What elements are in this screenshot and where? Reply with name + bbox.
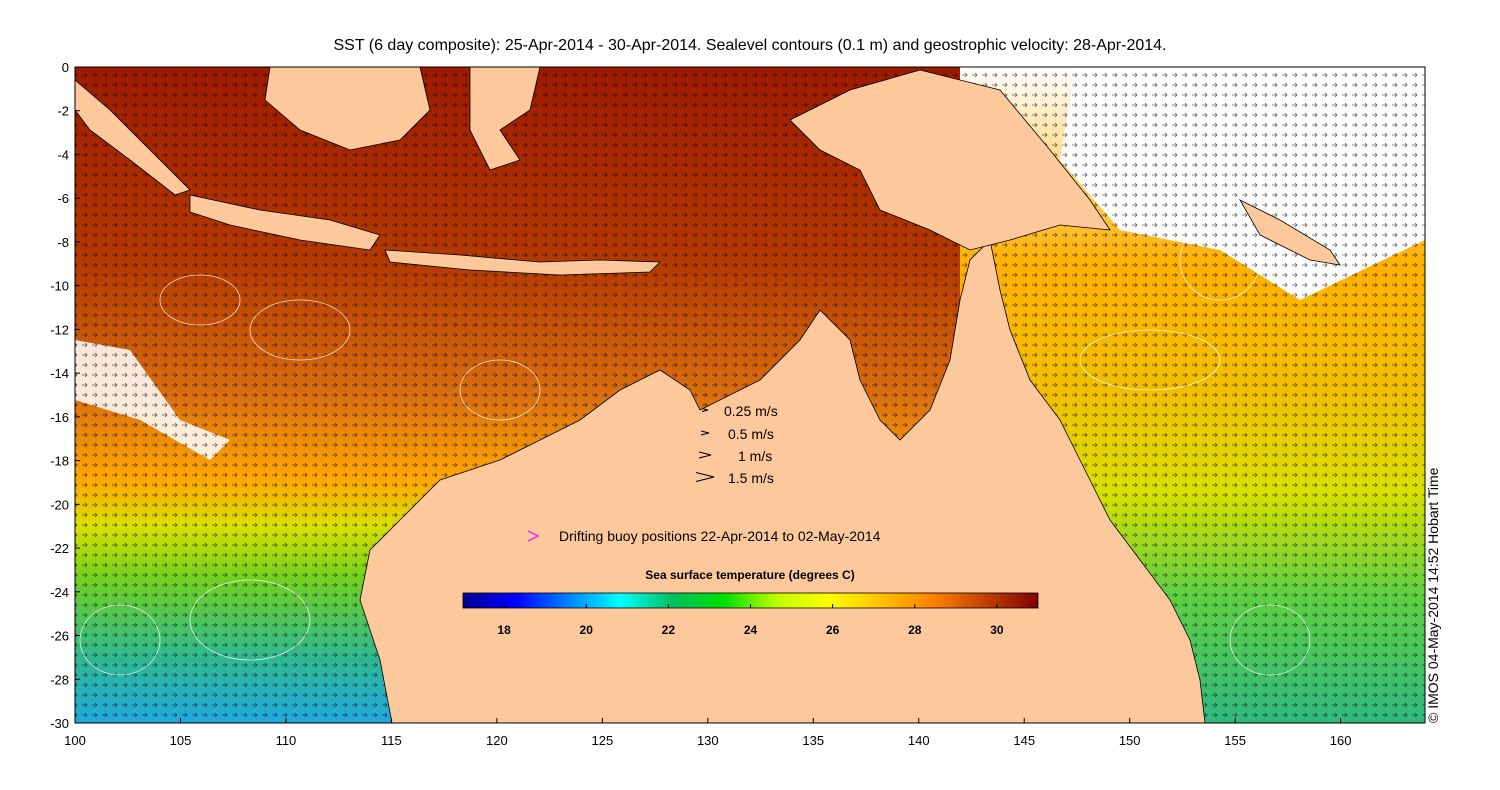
land-java bbox=[189, 194, 381, 251]
x-tick-label: 145 bbox=[1013, 733, 1035, 748]
x-tick-label: 115 bbox=[381, 733, 402, 748]
sealevel-contours bbox=[79, 219, 1311, 676]
colorbar-tick-label: 20 bbox=[580, 623, 594, 637]
land-borneo bbox=[264, 67, 431, 151]
y-tick-label: -16 bbox=[50, 410, 69, 425]
buoy-legend: Drifting buoy positions 22-Apr-2014 to 0… bbox=[527, 528, 881, 544]
y-tick-label: 0 bbox=[62, 60, 69, 75]
y-tick-label: -8 bbox=[57, 235, 69, 250]
y-tick-label: -12 bbox=[50, 322, 69, 337]
x-tick-label: 100 bbox=[64, 733, 86, 748]
y-tick-label: -22 bbox=[50, 541, 69, 556]
velocity-arrow-icon bbox=[700, 430, 710, 436]
velocity-arrow-icon bbox=[701, 408, 709, 412]
velocity-legend-label: 1.5 m/s bbox=[728, 470, 774, 486]
velocity-arrow-icon bbox=[698, 451, 712, 459]
buoy-marker-icon bbox=[527, 530, 540, 542]
y-tick-label: -14 bbox=[50, 366, 69, 381]
imos-timestamp: © IMOS 04-May-2014 14:52 Hobart Time bbox=[1425, 467, 1441, 723]
land-lesser-sunda bbox=[384, 249, 661, 276]
y-tick-label: -6 bbox=[57, 191, 69, 206]
colorbar-ticks: 18 20 22 24 26 28 30 bbox=[497, 604, 1004, 637]
colorbar-tick-label: 22 bbox=[662, 623, 676, 637]
land-new-guinea bbox=[789, 69, 1111, 251]
velocity-legend-label: 0.5 m/s bbox=[728, 426, 774, 442]
y-tick-label: -10 bbox=[50, 279, 69, 294]
x-tick-label: 150 bbox=[1119, 733, 1141, 748]
colorbar-tick-label: 26 bbox=[826, 623, 840, 637]
colorbar-tick-label: 30 bbox=[990, 623, 1004, 637]
buoy-legend-label: Drifting buoy positions 22-Apr-2014 to 0… bbox=[559, 528, 881, 544]
colorbar-title: Sea surface temperature (degrees C) bbox=[645, 568, 854, 582]
x-tick-label: 105 bbox=[170, 733, 192, 748]
y-axis: 0 -2 -4 -6 -8 -10 -12 -14 -16 -18 -20 -22 -24 -26 -28 -… bbox=[50, 60, 80, 731]
plot-frame bbox=[74, 66, 1426, 724]
sst-colorbar: Sea surface temperature (degrees C) 18 20… bbox=[462, 568, 1039, 637]
land-solomon-islands bbox=[1238, 199, 1341, 266]
y-tick-label: -2 bbox=[57, 104, 69, 119]
x-tick-label: 155 bbox=[1224, 733, 1246, 748]
y-tick-label: -20 bbox=[50, 497, 69, 512]
y-tick-label: -30 bbox=[50, 716, 69, 731]
colorbar-tick-label: 24 bbox=[744, 623, 758, 637]
land-sumatra bbox=[75, 79, 191, 196]
x-tick-label: 140 bbox=[908, 733, 930, 748]
x-axis: 100 105 110 115 120 125 130 135 140 145 150 155 160 bbox=[64, 718, 1351, 748]
y-tick-label: -4 bbox=[57, 147, 69, 162]
colorbar-tick-label: 28 bbox=[908, 623, 922, 637]
velocity-legend-label: 0.25 m/s bbox=[724, 403, 778, 419]
land-sulawesi bbox=[469, 67, 541, 171]
colorbar-tick-label: 18 bbox=[497, 623, 511, 637]
y-tick-label: -26 bbox=[50, 629, 69, 644]
velocity-legend: 0.25 m/s 0.5 m/s 1 m/s 1.5 m/s bbox=[695, 403, 778, 486]
y-tick-label: -28 bbox=[50, 672, 69, 687]
x-tick-label: 130 bbox=[697, 733, 719, 748]
x-tick-label: 110 bbox=[276, 733, 297, 748]
velocity-legend-label: 1 m/s bbox=[738, 448, 772, 464]
x-tick-label: 125 bbox=[591, 733, 613, 748]
y-tick-label: -24 bbox=[50, 585, 69, 600]
map-title: SST (6 day composite): 25-Apr-2014 - 30-… bbox=[333, 37, 1167, 54]
x-tick-label: 160 bbox=[1330, 733, 1352, 748]
x-tick-label: 135 bbox=[802, 733, 824, 748]
x-tick-label: 120 bbox=[486, 733, 508, 748]
velocity-arrow-icon bbox=[695, 472, 715, 482]
y-tick-label: -18 bbox=[50, 454, 69, 469]
